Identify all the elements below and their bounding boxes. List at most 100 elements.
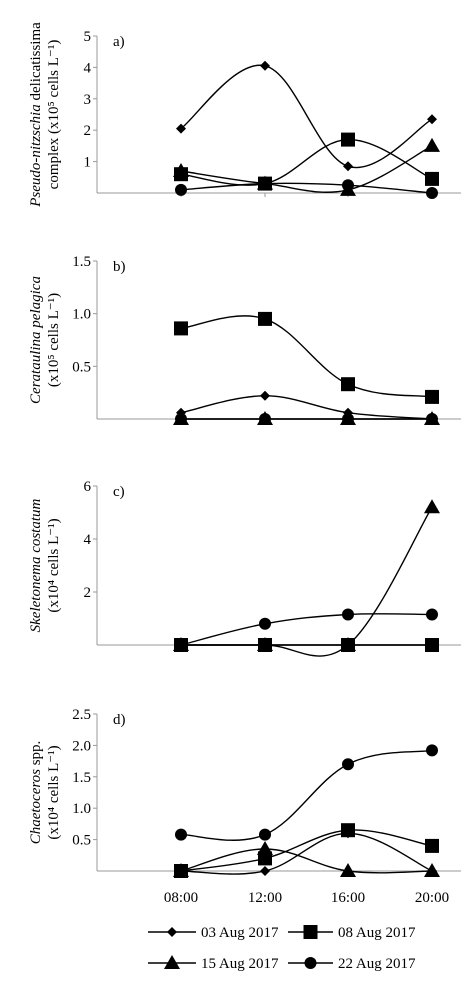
legend-label: 08 Aug 2017 bbox=[338, 925, 416, 941]
y-tick-label: 1.5 bbox=[72, 770, 91, 786]
x-axis-tick-labels: 08:00 12:00 16:00 20:00 bbox=[164, 890, 449, 906]
data-point bbox=[427, 114, 437, 125]
legend-entry: 08 Aug 2017 bbox=[288, 925, 416, 941]
y-axis-label-line: complex (x10⁵ cells L⁻¹) bbox=[46, 40, 62, 190]
data-point bbox=[425, 838, 439, 853]
legend: 03 Aug 2017 08 Aug 2017 15 Aug 2017 22 Aug … bbox=[148, 925, 416, 972]
y-tick-label: 3 bbox=[84, 92, 92, 108]
y-tick-label: 1.0 bbox=[72, 801, 91, 817]
y-tick-label: 2 bbox=[84, 585, 92, 601]
legend-marker bbox=[167, 927, 177, 937]
data-point bbox=[257, 841, 273, 855]
series-circle bbox=[175, 744, 438, 841]
data-point bbox=[258, 311, 272, 326]
data-point bbox=[340, 637, 356, 651]
data-point bbox=[425, 171, 439, 186]
data-point bbox=[342, 608, 354, 621]
data-point bbox=[424, 137, 440, 152]
series-line bbox=[180, 138, 433, 186]
data-point bbox=[342, 413, 354, 425]
series-square bbox=[174, 132, 439, 191]
y-tick-label: 1 bbox=[84, 155, 92, 171]
y-axis-label-line: Skeletonema costatum bbox=[28, 498, 44, 632]
series-triangle bbox=[173, 411, 440, 425]
data-point bbox=[341, 132, 355, 147]
legend-entry: 22 Aug 2017 bbox=[288, 956, 416, 972]
data-point bbox=[259, 413, 271, 425]
x-tick-label: 08:00 bbox=[164, 890, 198, 906]
y-axis-label-line: (x10⁴ cells L⁻¹) bbox=[46, 745, 62, 839]
series-line bbox=[180, 749, 433, 841]
series-triangle bbox=[173, 841, 440, 877]
y-tick-label: 5 bbox=[84, 29, 92, 45]
data-point bbox=[342, 758, 354, 771]
y-tick-label: 1.5 bbox=[72, 254, 91, 270]
series-line bbox=[180, 315, 433, 398]
data-point bbox=[260, 866, 270, 876]
panel-b: 0.5 1.0 1.5 b) Cerataulina pelagica (x10⁵ cel… bbox=[28, 254, 461, 425]
data-point bbox=[425, 389, 439, 404]
data-point bbox=[424, 863, 440, 877]
y-tick-label: 2.0 bbox=[72, 738, 91, 754]
legend-marker bbox=[304, 957, 317, 969]
series-triangle bbox=[173, 499, 440, 657]
panel-c: 2 4 6 c) Skeletonema costatum (x10⁴ cells L⁻¹… bbox=[28, 479, 461, 657]
data-point bbox=[341, 823, 355, 838]
data-point bbox=[257, 637, 273, 651]
legend-label: 22 Aug 2017 bbox=[338, 956, 416, 972]
data-point bbox=[341, 377, 355, 392]
data-point bbox=[175, 828, 187, 841]
y-axis-label-line: (x10⁵ cells L⁻¹) bbox=[46, 293, 62, 387]
series-line bbox=[181, 506, 433, 657]
series-circle bbox=[175, 177, 438, 199]
data-point bbox=[425, 638, 439, 652]
y-axis-label-line: Pseudo-nitzschia delicatissima bbox=[28, 22, 44, 208]
panel-label: b) bbox=[113, 259, 126, 275]
data-point bbox=[424, 499, 440, 514]
data-point bbox=[340, 863, 356, 877]
data-point bbox=[176, 123, 186, 134]
data-point bbox=[175, 413, 187, 425]
legend-entry: 15 Aug 2017 bbox=[148, 955, 279, 972]
series-diamond bbox=[176, 60, 437, 172]
y-tick-label: 6 bbox=[84, 479, 92, 495]
series-line bbox=[180, 64, 433, 169]
series-line bbox=[180, 829, 433, 872]
legend-marker bbox=[303, 925, 318, 939]
series-line bbox=[180, 832, 433, 875]
chart-panels: 1 2 3 4 5 a) Pseudo-nitzschia delicatissima com… bbox=[28, 22, 461, 878]
series-line bbox=[180, 182, 433, 194]
legend-entry: 03 Aug 2017 bbox=[148, 925, 279, 941]
data-point bbox=[259, 617, 271, 630]
series-line bbox=[180, 395, 433, 420]
panel-label: a) bbox=[113, 34, 125, 50]
data-point bbox=[342, 179, 354, 192]
panel-d: 0.5 1.0 1.5 2.0 2.5 d) Chaetoceros spp. (x10⁴ c… bbox=[28, 707, 461, 878]
series-circle bbox=[175, 413, 438, 425]
series-diamond bbox=[176, 828, 437, 876]
data-point bbox=[426, 413, 438, 425]
data-point bbox=[173, 163, 189, 177]
series-circle bbox=[175, 608, 438, 651]
legend-label: 03 Aug 2017 bbox=[201, 925, 279, 941]
y-tick-label: 4 bbox=[84, 60, 92, 76]
y-tick-label: 4 bbox=[84, 532, 92, 548]
series-line bbox=[180, 848, 433, 874]
legend-marker bbox=[164, 955, 180, 969]
y-tick-label: 2.5 bbox=[72, 707, 91, 723]
data-point bbox=[259, 828, 271, 841]
y-axis-label-line: (x10⁴ cells L⁻¹) bbox=[46, 518, 62, 612]
y-tick-label: 1.0 bbox=[72, 307, 91, 323]
y-tick-label: 2 bbox=[84, 123, 92, 139]
data-point bbox=[174, 321, 188, 336]
data-point bbox=[175, 183, 187, 196]
x-tick-label: 16:00 bbox=[331, 890, 365, 906]
data-point bbox=[426, 744, 438, 757]
data-point bbox=[173, 863, 189, 877]
panel-a: 1 2 3 4 5 a) Pseudo-nitzschia delicatissima com… bbox=[28, 22, 461, 208]
y-tick-label: 0.5 bbox=[72, 359, 91, 375]
data-point bbox=[260, 390, 270, 401]
data-point bbox=[260, 60, 270, 71]
data-point bbox=[259, 177, 271, 190]
